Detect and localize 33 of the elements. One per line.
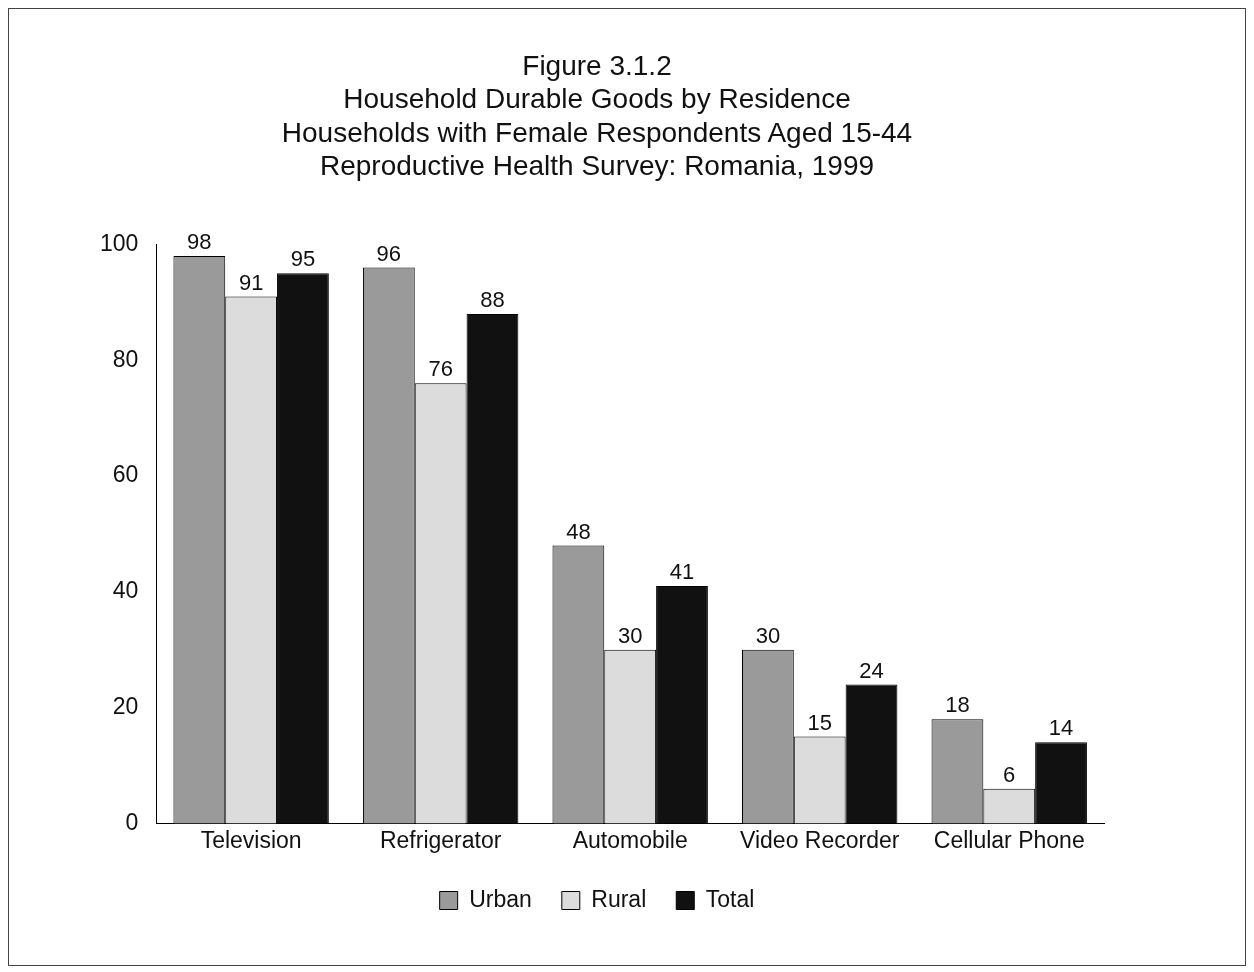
text: Household Durable Goods by Residence [343,83,851,115]
data-label: 96 [376,240,402,266]
x-tick-label: Automobile [572,826,688,853]
data-label: 15 [807,709,832,735]
text: Figure 3.1.2 [522,49,672,81]
x-tick-label: Video Recorder [740,826,900,853]
data-label: 91 [238,269,264,295]
y-tick-label: 60 [112,461,139,488]
data-label: 41 [669,559,695,585]
data-label: 88 [480,286,505,312]
legend-label: Total [705,885,755,912]
x-tick-label: Television [200,826,302,853]
data-label: 24 [859,657,884,683]
y-tick-label: 100 [100,229,139,256]
data-label: 30 [755,622,781,648]
text: Households with Female Respondents Aged 15-44 [281,116,913,148]
y-tick-label: 20 [112,692,139,719]
data-label: 76 [428,356,453,382]
data-label: 6 [1003,761,1016,787]
legend-label: Rural [591,885,647,912]
data-label: 14 [1048,715,1074,741]
y-tick-label: 80 [112,345,139,372]
data-label: 98 [187,229,212,255]
x-tick-label: Cellular Phone [933,826,1085,853]
text: Reproductive Health Survey: Romania, 1999 [319,150,875,182]
x-tick-label: Refrigerator [379,826,502,853]
y-tick-label: 0 [125,808,139,835]
y-tick-label: 40 [112,577,139,604]
data-label: 30 [617,622,643,648]
data-label: 18 [945,692,970,718]
data-label: 48 [566,518,591,544]
data-label: 95 [290,246,316,272]
legend-label: Urban [469,885,532,912]
